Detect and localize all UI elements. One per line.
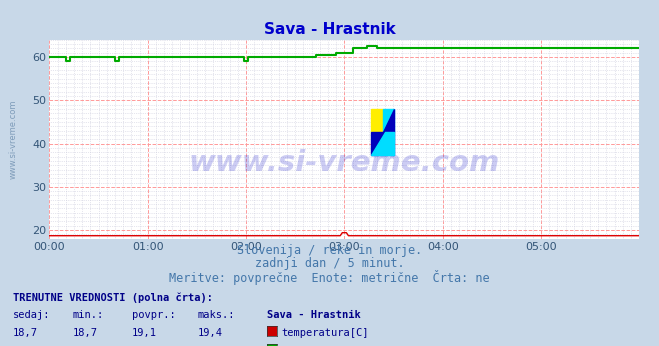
Polygon shape [383,109,394,132]
Text: www.si-vreme.com: www.si-vreme.com [9,100,17,179]
Polygon shape [383,109,394,132]
Text: Meritve: povprečne  Enote: metrične  Črta: ne: Meritve: povprečne Enote: metrične Črta:… [169,270,490,285]
Text: zadnji dan / 5 minut.: zadnji dan / 5 minut. [254,257,405,270]
Text: temperatura[C]: temperatura[C] [281,328,369,338]
Polygon shape [372,132,394,155]
Text: www.si-vreme.com: www.si-vreme.com [188,149,500,177]
Text: TRENUTNE VREDNOSTI (polna črta):: TRENUTNE VREDNOSTI (polna črta): [13,292,213,303]
Text: 18,7: 18,7 [13,328,38,338]
Bar [372,109,383,132]
Bar [372,132,394,155]
Text: min.:: min.: [72,310,103,320]
Text: Sava - Hrastnik: Sava - Hrastnik [267,310,360,320]
Text: 19,4: 19,4 [198,328,223,338]
Text: povpr.:: povpr.: [132,310,175,320]
Text: 19,1: 19,1 [132,328,157,338]
Text: sedaj:: sedaj: [13,310,51,320]
Text: maks.:: maks.: [198,310,235,320]
Text: 18,7: 18,7 [72,328,98,338]
Text: Slovenija / reke in morje.: Slovenija / reke in morje. [237,244,422,257]
Text: Sava - Hrastnik: Sava - Hrastnik [264,22,395,37]
